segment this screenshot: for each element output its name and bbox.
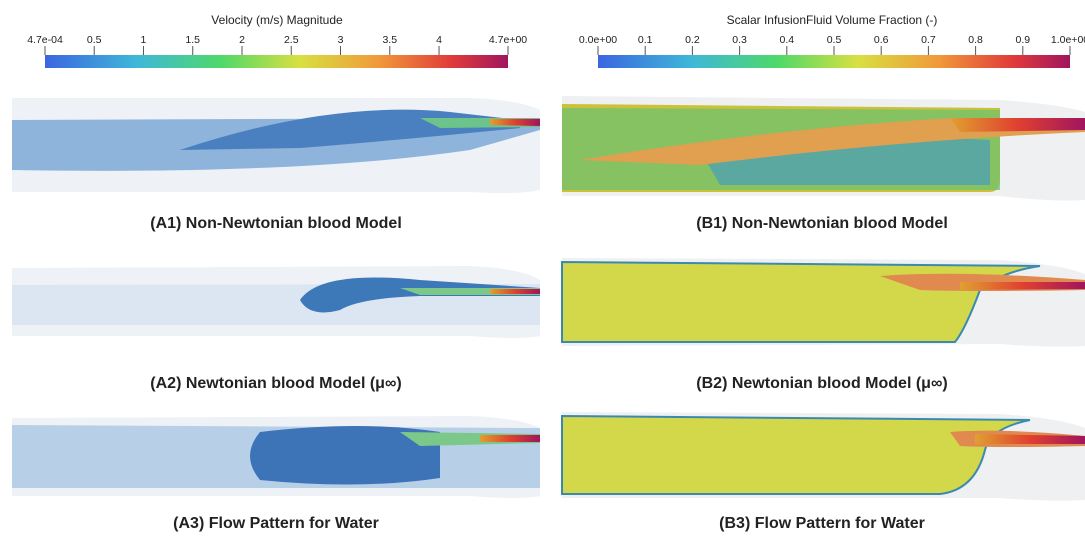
tick-label: 1.0e+00 <box>1051 34 1085 46</box>
tick-label: 0.6 <box>874 34 889 46</box>
caption: (B1) Non-Newtonian blood Model <box>696 215 948 232</box>
panel-a3 <box>12 416 540 498</box>
tick-label: 4.7e+00 <box>489 34 527 46</box>
tick-label: 4 <box>436 34 442 46</box>
tick-label: 1.5 <box>185 34 200 46</box>
tick-label: 0.4 <box>779 34 794 46</box>
tick-label: 0.2 <box>685 34 700 46</box>
tick-label: 0.3 <box>732 34 747 46</box>
tick-label: 0.5 <box>87 34 102 46</box>
tick-label: 0.5 <box>827 34 842 46</box>
tick-label: 1 <box>141 34 147 46</box>
caption: (A1) Non-Newtonian blood Model <box>150 215 402 232</box>
panel-b2 <box>562 258 1085 347</box>
caption: (B2) Newtonian blood Model (μ∞) <box>696 375 947 392</box>
tick-label: 4.7e-04 <box>27 34 63 46</box>
panel-a1 <box>12 98 540 193</box>
tick-label: 3.5 <box>382 34 397 46</box>
colorbar <box>45 55 508 68</box>
tick-label: 0.9 <box>1015 34 1030 46</box>
caption: (A3) Flow Pattern for Water <box>173 515 379 532</box>
colorbar-title: Velocity (m/s) Magnitude <box>211 13 343 27</box>
colorbar-title: Scalar InfusionFluid Volume Fraction (-) <box>727 13 938 27</box>
tick-label: 2 <box>239 34 245 46</box>
panel-a2 <box>12 266 540 338</box>
panel-b3 <box>562 412 1085 501</box>
tick-label: 0.1 <box>638 34 653 46</box>
panel-b1 <box>562 96 1085 201</box>
caption: (B3) Flow Pattern for Water <box>719 515 925 532</box>
caption: (A2) Newtonian blood Model (μ∞) <box>150 375 401 392</box>
figure: (A1) Non-Newtonian blood Model (A2) Newt… <box>0 0 1085 542</box>
tick-label: 3 <box>338 34 344 46</box>
tick-label: 0.7 <box>921 34 936 46</box>
tick-label: 2.5 <box>284 34 299 46</box>
colorbar <box>598 55 1070 68</box>
tick-label: 0.0e+00 <box>579 34 617 46</box>
tick-label: 0.8 <box>968 34 983 46</box>
